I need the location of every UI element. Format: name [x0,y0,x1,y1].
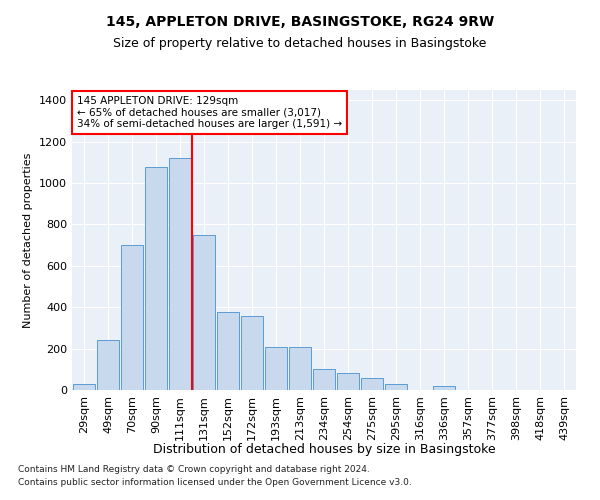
Bar [193,235,215,390]
Bar [433,386,455,390]
Text: 145 APPLETON DRIVE: 129sqm
← 65% of detached houses are smaller (3,017)
34% of s: 145 APPLETON DRIVE: 129sqm ← 65% of deta… [77,96,342,129]
Bar [313,370,335,390]
Bar [217,312,239,390]
Text: Contains public sector information licensed under the Open Government Licence v3: Contains public sector information licen… [18,478,412,487]
Bar [145,166,167,390]
Bar [289,346,311,390]
Bar [73,384,95,390]
Text: Contains HM Land Registry data © Crown copyright and database right 2024.: Contains HM Land Registry data © Crown c… [18,466,370,474]
Bar [361,378,383,390]
Text: 145, APPLETON DRIVE, BASINGSTOKE, RG24 9RW: 145, APPLETON DRIVE, BASINGSTOKE, RG24 9… [106,15,494,29]
Text: Distribution of detached houses by size in Basingstoke: Distribution of detached houses by size … [152,442,496,456]
Bar [97,340,119,390]
Bar [121,245,143,390]
Bar [337,374,359,390]
Bar [265,346,287,390]
Bar [169,158,191,390]
Bar [385,384,407,390]
Bar [241,316,263,390]
Y-axis label: Number of detached properties: Number of detached properties [23,152,34,328]
Text: Size of property relative to detached houses in Basingstoke: Size of property relative to detached ho… [113,38,487,51]
